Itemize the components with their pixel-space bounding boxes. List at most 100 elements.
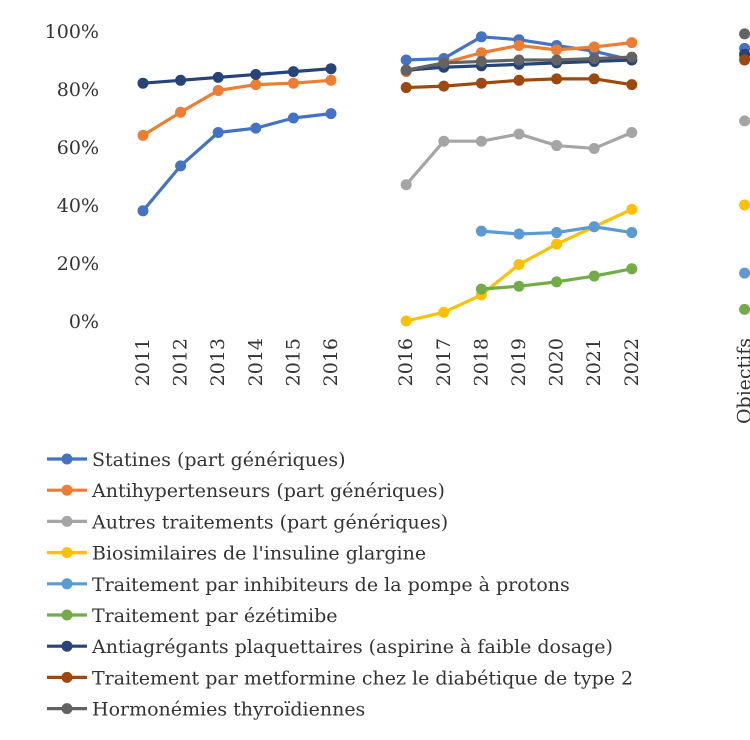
legend-marker (61, 515, 73, 527)
legend-marker (61, 671, 73, 683)
data-point (287, 77, 299, 89)
data-point (551, 54, 563, 66)
data-point (212, 71, 224, 83)
data-point (513, 74, 525, 86)
x-tick-label: 2016 (320, 338, 342, 386)
data-point (513, 228, 525, 240)
data-point (475, 225, 487, 237)
legend-marker (61, 640, 73, 652)
x-tick-label: 2018 (470, 338, 492, 386)
data-point (626, 51, 638, 63)
x-tick-label: 2015 (282, 338, 304, 386)
x-tick-label: 2014 (245, 338, 267, 386)
legend-label: Traitement par metformine chez le diabét… (92, 667, 633, 689)
data-point (475, 55, 487, 67)
legend-marker (61, 609, 73, 621)
data-point (400, 179, 412, 191)
legend-marker (61, 578, 73, 590)
data-point (400, 64, 412, 76)
legend-item: Traitement par metformine chez le diabét… (47, 667, 633, 689)
data-point (551, 276, 563, 288)
data-point (739, 54, 750, 66)
legend-label: Antihypertenseurs (part génériques) (91, 480, 445, 502)
legend-label: Biosimilaires de l'insuline glargine (92, 543, 426, 565)
data-point (438, 306, 450, 318)
y-tick-label: 20% (57, 253, 99, 275)
data-point (137, 129, 149, 141)
data-point (626, 79, 638, 91)
data-point (438, 57, 450, 69)
data-point (400, 82, 412, 94)
legend-label: Hormonémies thyroïdiennes (92, 699, 365, 721)
y-tick-label: 100% (45, 21, 99, 43)
series-2 (400, 115, 750, 191)
legend-item: Biosimilaires de l'insuline glargine (47, 543, 426, 565)
data-point (551, 73, 563, 85)
x-tick-label: 2016 (395, 338, 417, 386)
data-point (626, 263, 638, 275)
legend-label: Traitement par ézétimibe (92, 605, 338, 627)
data-point (175, 106, 187, 118)
data-point (739, 28, 750, 40)
series-3 (400, 199, 750, 327)
series-7 (400, 54, 750, 94)
data-point (212, 127, 224, 138)
data-point (475, 77, 487, 89)
x-tick-label: 2022 (621, 338, 643, 386)
y-tick-label: 0% (69, 311, 99, 333)
y-axis: 0% 20% 40% 60% 80% 100% (45, 21, 99, 333)
x-tick-label: 2013 (207, 338, 229, 386)
data-point (137, 205, 149, 217)
legend-item: Statines (part génériques) (47, 449, 345, 471)
data-point (551, 227, 563, 239)
legend-label: Antiagrégants plaquettaires (aspirine à … (91, 636, 613, 658)
data-point (588, 142, 600, 154)
data-point (287, 112, 299, 124)
data-point (175, 74, 187, 86)
legend-item: Antihypertenseurs (part génériques) (47, 480, 445, 502)
legend-label: Traitement par inhibiteurs de la pompe à… (92, 574, 570, 596)
data-point (626, 203, 638, 215)
legend-item: Traitement par inhibiteurs de la pompe à… (47, 574, 570, 596)
series-line (141, 78, 333, 137)
data-point (588, 73, 600, 85)
data-point (551, 44, 563, 56)
data-point (250, 122, 262, 134)
data-point (475, 47, 487, 59)
data-point (325, 63, 337, 75)
data-point (739, 199, 750, 211)
data-point (513, 280, 525, 292)
data-point (588, 221, 600, 233)
data-point (551, 140, 563, 152)
series-line (141, 112, 333, 213)
data-point (588, 270, 600, 282)
data-point (438, 80, 450, 92)
y-tick-label: 60% (57, 137, 99, 159)
series-5 (475, 263, 750, 315)
data-point (475, 31, 487, 43)
data-point (250, 69, 262, 80)
data-point (475, 135, 487, 147)
series-8 (400, 28, 750, 76)
data-point (175, 160, 187, 172)
legend-label: Autres traitements (part génériques) (91, 511, 448, 533)
legend-item: Traitement par ézétimibe (47, 605, 338, 627)
data-point (325, 74, 337, 86)
data-point (438, 135, 450, 147)
legend-marker (61, 547, 73, 559)
legend-item: Hormonémies thyroïdiennes (47, 699, 365, 721)
x-tick-label: 2021 (583, 338, 605, 386)
data-point (513, 40, 525, 51)
data-point (739, 267, 750, 279)
data-point (137, 77, 149, 89)
data-point (739, 115, 750, 127)
x-tick-label: 2017 (433, 338, 455, 386)
legend-marker (61, 703, 73, 715)
data-point (588, 41, 600, 53)
data-point (287, 66, 299, 78)
y-tick-label: 80% (57, 79, 99, 101)
legend-marker (61, 484, 73, 496)
legend: Statines (part génériques) Antihypertense… (47, 449, 633, 721)
x-tick-label: 2019 (508, 338, 530, 386)
